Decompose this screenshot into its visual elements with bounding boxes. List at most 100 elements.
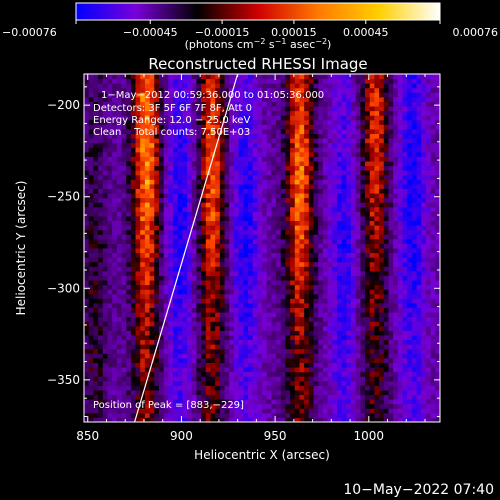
heatmap-cell [435,394,440,400]
heatmap-cell [294,367,300,373]
heatmap-cell [290,165,296,171]
heatmap-cell [411,362,418,368]
heatmap-cell [271,312,277,318]
heatmap-cell [229,371,235,377]
heatmap-cell [191,151,197,157]
heatmap-cell [187,394,193,400]
heatmap-cell [168,261,174,267]
heatmap-cell [285,188,291,194]
heatmap-cell [243,389,249,396]
heatmap-cell [112,385,118,391]
heatmap-cell [177,202,183,208]
heatmap-cell [135,183,141,189]
heatmap-cell [369,275,375,281]
heatmap-cell [411,147,418,153]
heatmap-cell [285,289,291,295]
heatmap-cell [177,280,183,286]
heatmap-cell [121,225,127,231]
heatmap-cell [144,325,151,331]
heatmap-cell [257,298,263,304]
heatmap-cell [421,307,427,313]
heatmap-cell [346,133,352,139]
heatmap-cell [144,389,151,396]
heatmap-cell [168,229,174,235]
heatmap-cell [182,339,188,345]
heatmap-cell [290,133,296,139]
heatmap-cell [318,229,324,235]
heatmap-cell [154,376,160,382]
heatmap-cell [383,211,389,217]
heatmap-cell [224,403,230,409]
heatmap-cell [224,270,230,276]
heatmap-cell [285,307,291,313]
heatmap-cell [365,248,371,254]
heatmap-cell [182,389,188,396]
heatmap-cell [102,408,108,414]
heatmap-cell [196,142,202,148]
heatmap-cell [294,307,300,313]
heatmap-cell [280,133,286,139]
heatmap-cell [402,284,408,290]
heatmap-cell [304,376,310,382]
heatmap-cell [383,408,389,414]
heatmap-cell [233,215,240,222]
heatmap-cell [393,298,399,304]
heatmap-cell [322,252,329,258]
heatmap-cell [126,348,132,354]
heatmap-cell [107,238,113,244]
heatmap-cell [140,321,146,327]
heatmap-cell [201,394,207,400]
heatmap-cell [191,147,197,153]
heatmap-cell [205,408,211,414]
heatmap-cell [346,307,352,313]
heatmap-cell [88,417,94,422]
heatmap-cell [308,238,315,244]
heatmap-cell [196,225,202,231]
heatmap-cell [126,119,132,125]
heatmap-cell [247,252,254,258]
heatmap-cell [397,376,404,382]
heatmap-cell [205,289,211,295]
heatmap-cell [280,161,286,167]
heatmap-cell [355,225,361,231]
heatmap-cell [107,170,113,176]
heatmap-cell [247,394,254,400]
heatmap-cell [257,138,263,144]
heatmap-cell [369,257,375,263]
heatmap-cell [360,293,366,299]
heatmap-cell [163,138,169,144]
heatmap-cell [383,266,389,272]
heatmap-cell [285,174,291,180]
heatmap-cell [173,385,179,391]
heatmap-cell [229,257,235,263]
heatmap-cell [336,202,343,208]
heatmap-cell [168,367,174,373]
heatmap-cell [425,179,432,185]
heatmap-cell [233,243,240,249]
heatmap-cell [191,156,197,162]
heatmap-cell [369,165,375,171]
heatmap-cell [144,151,151,157]
heatmap-cell [224,119,230,125]
heatmap-cell [149,147,155,153]
heatmap-cell [140,119,146,125]
heatmap-cell [210,179,216,185]
heatmap-cell [322,339,329,345]
heatmap-cell [177,234,183,240]
heatmap-cell [238,197,244,203]
heatmap-cell [116,206,122,212]
heatmap-cell [98,348,104,354]
heatmap-cell [397,385,404,391]
heatmap-cell [126,193,132,199]
heatmap-cell [374,353,380,359]
heatmap-cell [416,293,422,299]
heatmap-cell [262,229,268,235]
heatmap-cell [93,307,99,313]
heatmap-cell [402,266,408,272]
heatmap-cell [388,280,394,286]
heatmap-cell [130,229,137,235]
heatmap-cell [182,344,188,350]
heatmap-cell [262,197,268,203]
heatmap-cell [130,367,137,373]
heatmap-cell [126,280,132,286]
